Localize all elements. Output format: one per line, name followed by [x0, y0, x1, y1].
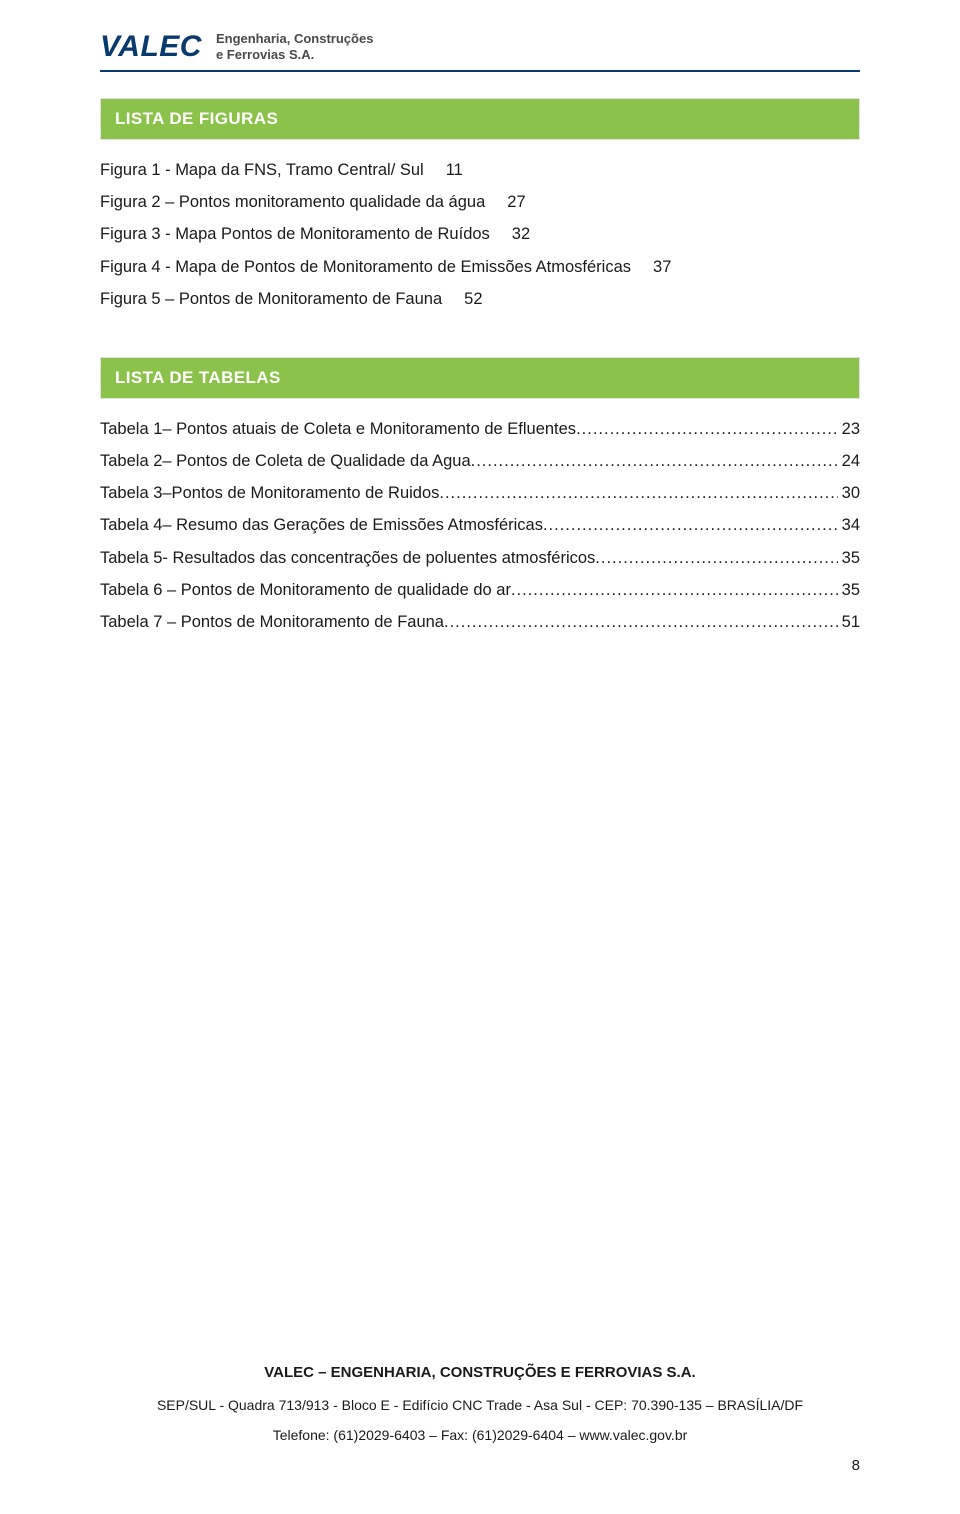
toc-row: Figura 5 – Pontos de Monitoramento de Fa… — [100, 283, 860, 315]
tables-list: Tabela 1– Pontos atuais de Coleta e Moni… — [100, 413, 860, 638]
toc-page: 32 — [508, 218, 530, 250]
toc-label: Tabela 7 – Pontos de Monitoramento de Fa… — [100, 606, 444, 638]
toc-page: 37 — [649, 251, 671, 283]
tables-section-heading: LISTA DE TABELAS — [100, 357, 860, 399]
toc-leader-dots: ........................................… — [471, 445, 838, 477]
page-number: 8 — [100, 1457, 860, 1474]
logo-sub-line2: e Ferrovias S.A. — [216, 47, 314, 62]
toc-leader-dots: ........................................… — [543, 509, 838, 541]
toc-leader-dots: ........................................… — [595, 542, 837, 574]
logo-subtitle: Engenharia, Construções e Ferrovias S.A. — [216, 31, 373, 64]
toc-page: 35 — [838, 542, 860, 574]
toc-leader-dots: ........................................… — [444, 606, 838, 638]
toc-leader-dots: ........................................… — [439, 477, 837, 509]
toc-row: Figura 1 - Mapa da FNS, Tramo Central/ S… — [100, 154, 860, 186]
toc-page: 11 — [442, 154, 463, 186]
toc-page: 30 — [838, 477, 860, 509]
toc-page: 27 — [503, 186, 525, 218]
toc-row: Tabela 6 – Pontos de Monitoramento de qu… — [100, 574, 860, 606]
toc-label: Figura 4 - Mapa de Pontos de Monitoramen… — [100, 251, 631, 283]
footer-title: VALEC – ENGENHARIA, CONSTRUÇÕES E FERROV… — [100, 1364, 860, 1381]
toc-page: 23 — [838, 413, 860, 445]
toc-label: Tabela 1– Pontos atuais de Coleta e Moni… — [100, 413, 576, 445]
figures-list: Figura 1 - Mapa da FNS, Tramo Central/ S… — [100, 154, 860, 315]
toc-label: Figura 3 - Mapa Pontos de Monitoramento … — [100, 218, 490, 250]
toc-leader-dots: ........................................… — [576, 413, 838, 445]
header-logo: VALEC Engenharia, Construções e Ferrovia… — [100, 30, 860, 64]
toc-row: Tabela 3–Pontos de Monitoramento de Ruid… — [100, 477, 860, 509]
toc-row: Figura 3 - Mapa Pontos de Monitoramento … — [100, 218, 860, 250]
toc-label: Tabela 3–Pontos de Monitoramento de Ruid… — [100, 477, 439, 509]
footer-contact: Telefone: (61)2029-6403 – Fax: (61)2029-… — [100, 1427, 860, 1443]
logo-text: VALEC — [100, 30, 202, 64]
toc-row: Tabela 7 – Pontos de Monitoramento de Fa… — [100, 606, 860, 638]
figures-section-heading: LISTA DE FIGURAS — [100, 98, 860, 140]
page-footer: VALEC – ENGENHARIA, CONSTRUÇÕES E FERROV… — [100, 1364, 860, 1474]
toc-label: Figura 2 – Pontos monitoramento qualidad… — [100, 186, 485, 218]
toc-label: Tabela 4– Resumo das Gerações de Emissõe… — [100, 509, 543, 541]
toc-row: Tabela 5- Resultados das concentrações d… — [100, 542, 860, 574]
toc-row: Figura 2 – Pontos monitoramento qualidad… — [100, 186, 860, 218]
toc-row: Tabela 4– Resumo das Gerações de Emissõe… — [100, 509, 860, 541]
toc-row: Tabela 1– Pontos atuais de Coleta e Moni… — [100, 413, 860, 445]
logo-sub-line1: Engenharia, Construções — [216, 31, 373, 46]
toc-label: Figura 1 - Mapa da FNS, Tramo Central/ S… — [100, 154, 424, 186]
toc-label: Tabela 5- Resultados das concentrações d… — [100, 542, 595, 574]
toc-label: Tabela 2– Pontos de Coleta de Qualidade … — [100, 445, 471, 477]
toc-page: 52 — [460, 283, 482, 315]
toc-page: 51 — [838, 606, 860, 638]
toc-row: Tabela 2– Pontos de Coleta de Qualidade … — [100, 445, 860, 477]
toc-leader-dots: ........................................… — [511, 574, 838, 606]
toc-label: Tabela 6 – Pontos de Monitoramento de qu… — [100, 574, 511, 606]
toc-row: Figura 4 - Mapa de Pontos de Monitoramen… — [100, 251, 860, 283]
toc-page: 35 — [838, 574, 860, 606]
toc-page: 34 — [838, 509, 860, 541]
header-underline — [100, 70, 860, 72]
footer-address: SEP/SUL - Quadra 713/913 - Bloco E - Edi… — [100, 1397, 860, 1413]
toc-label: Figura 5 – Pontos de Monitoramento de Fa… — [100, 283, 442, 315]
toc-page: 24 — [838, 445, 860, 477]
